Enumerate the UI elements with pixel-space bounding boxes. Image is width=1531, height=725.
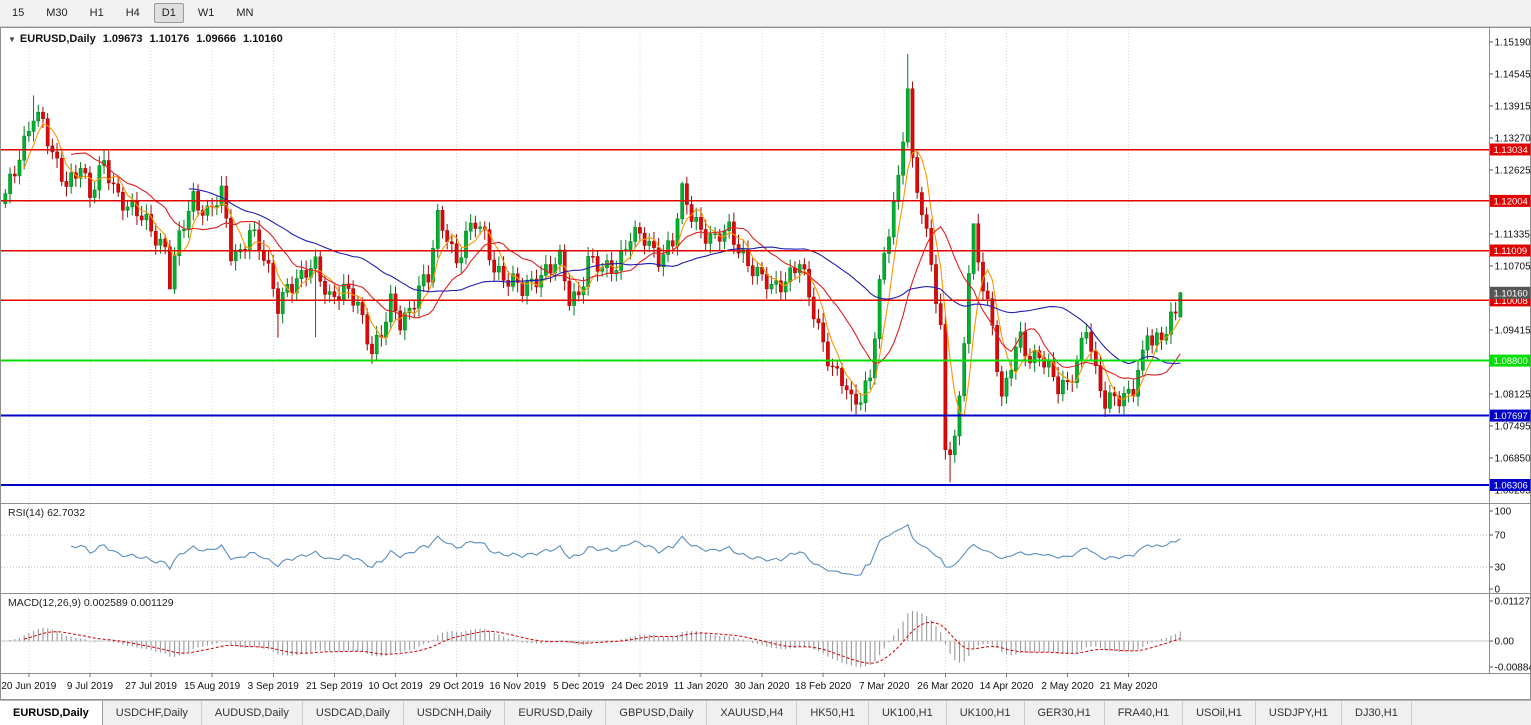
svg-text:18 Feb 2020: 18 Feb 2020: [795, 681, 852, 692]
svg-text:1.07697: 1.07697: [1494, 411, 1528, 422]
svg-text:-0.0088440: -0.0088440: [1495, 663, 1531, 674]
chart-tab-usdjpy-h1[interactable]: USDJPY,H1: [1256, 701, 1343, 725]
svg-text:1.06306: 1.06306: [1494, 480, 1528, 491]
price-level-label-1.12004: 1.12004: [1490, 194, 1531, 207]
candlestick-series: [3, 54, 1183, 483]
svg-text:1.11009: 1.11009: [1494, 246, 1528, 257]
svg-text:1.12625: 1.12625: [1495, 166, 1531, 177]
chart-tab-ger30-h1[interactable]: GER30,H1: [1025, 701, 1105, 725]
svg-text:26 Mar 2020: 26 Mar 2020: [917, 681, 974, 692]
price-level-label-1.08800: 1.08800: [1490, 354, 1531, 367]
price-level-label-1.06306: 1.06306: [1490, 479, 1531, 491]
svg-text:27 Jul 2019: 27 Jul 2019: [125, 681, 177, 692]
chart-ohlc-header: ▼ EURUSD,Daily 1.09673 1.10176 1.09666 1…: [8, 33, 290, 45]
svg-text:14 Apr 2020: 14 Apr 2020: [979, 681, 1033, 692]
svg-text:1.10008: 1.10008: [1494, 296, 1528, 307]
macd-indicator-label: MACD(12,26,9) 0.002589 0.001129: [8, 597, 174, 609]
svg-text:2 May 2020: 2 May 2020: [1041, 681, 1094, 692]
timeframe-button-m30[interactable]: M30: [46, 7, 68, 19]
chart-tab-eurusd-daily[interactable]: EURUSD,Daily: [0, 701, 103, 725]
chart-tab-fra40-h1[interactable]: FRA40,H1: [1105, 701, 1184, 725]
chart-tab-usdchf-daily[interactable]: USDCHF,Daily: [103, 701, 202, 725]
rsi-indicator-label: RSI(14) 62.7032: [8, 507, 86, 519]
svg-text:1.10705: 1.10705: [1495, 262, 1531, 273]
chart-tab-hk50-h1[interactable]: HK50,H1: [797, 701, 869, 725]
svg-text:1.13034: 1.13034: [1494, 145, 1528, 156]
ohlc-low-value: 1.09666: [196, 33, 237, 45]
timeframe-button-15[interactable]: 15: [12, 7, 25, 19]
timeframe-button-mn[interactable]: MN: [236, 7, 254, 19]
svg-text:9 Jul 2019: 9 Jul 2019: [67, 681, 114, 692]
collapse-chart-icon[interactable]: ▼: [8, 34, 16, 44]
macd-histogram: [9, 610, 1181, 668]
svg-text:10 Oct 2019: 10 Oct 2019: [368, 681, 423, 692]
chart-tab-usdcad-daily[interactable]: USDCAD,Daily: [303, 701, 404, 725]
chart-tab-usdcnh-daily[interactable]: USDCNH,Daily: [404, 701, 506, 725]
svg-text:21 May 2020: 21 May 2020: [1100, 681, 1158, 692]
ma-line-5: [23, 123, 1181, 418]
chart-tab-xauusd-h4[interactable]: XAUUSD,H4: [707, 701, 798, 725]
chart-tab-dj30-h1[interactable]: DJ30,H1: [1342, 701, 1412, 725]
svg-text:30 Jan 2020: 30 Jan 2020: [735, 681, 790, 692]
svg-text:7 Mar 2020: 7 Mar 2020: [859, 681, 910, 692]
chart-tab-eurusd-daily[interactable]: EURUSD,Daily: [505, 701, 607, 725]
chart-tab-gbpusd-daily[interactable]: GBPUSD,Daily: [606, 701, 708, 725]
ohlc-close-value: 1.10160: [243, 33, 283, 45]
svg-text:29 Oct 2019: 29 Oct 2019: [429, 681, 484, 692]
chart-symbol-period-label: EURUSD,Daily: [19, 33, 96, 45]
svg-text:1.06850: 1.06850: [1495, 454, 1531, 465]
svg-text:1.09415: 1.09415: [1495, 326, 1531, 337]
svg-text:100: 100: [1495, 507, 1512, 518]
svg-text:1.08800: 1.08800: [1494, 356, 1528, 367]
timeframe-button-h1[interactable]: H1: [89, 7, 104, 19]
ohlc-high-value: 1.10176: [149, 33, 190, 45]
svg-text:0.00: 0.00: [1495, 637, 1515, 648]
ma-line-15: [70, 152, 1181, 380]
chart-canvas[interactable]: 1.151901.145451.139151.132701.126251.119…: [0, 0, 1531, 700]
timeframe-button-d1[interactable]: D1: [153, 3, 184, 23]
svg-text:1.12004: 1.12004: [1494, 196, 1528, 207]
svg-text:21 Sep 2019: 21 Sep 2019: [306, 681, 363, 692]
horizontal-level-lines: [1, 148, 1489, 486]
svg-text:3 Sep 2019: 3 Sep 2019: [248, 681, 300, 692]
svg-text:1.07495: 1.07495: [1495, 422, 1531, 433]
svg-text:1.08125: 1.08125: [1495, 390, 1531, 401]
svg-text:15 Aug 2019: 15 Aug 2019: [184, 681, 241, 692]
ma-line-40: [188, 188, 1181, 365]
price-level-label-1.13034: 1.13034: [1490, 143, 1531, 156]
price-level-label-1.07697: 1.07697: [1490, 409, 1531, 422]
timeframe-button-w1[interactable]: W1: [197, 7, 215, 19]
chart-tab-uk100-h1[interactable]: UK100,H1: [947, 701, 1025, 725]
chart-tab-audusd-daily[interactable]: AUDUSD,Daily: [202, 701, 303, 725]
svg-text:11 Jan 2020: 11 Jan 2020: [674, 681, 729, 692]
rsi-line: [70, 523, 1181, 577]
svg-text:0: 0: [1495, 585, 1501, 596]
svg-text:1.13270: 1.13270: [1495, 134, 1531, 145]
svg-text:0.0112770: 0.0112770: [1495, 597, 1531, 608]
timeframe-toolbar: 15 M30 H1 H4 D1 W1 MN: [0, 0, 1531, 27]
chart-tab-usoil-h1[interactable]: USOil,H1: [1183, 701, 1256, 725]
svg-text:1.15190: 1.15190: [1495, 38, 1531, 49]
svg-text:1.10160: 1.10160: [1494, 288, 1528, 299]
timeframe-button-h4[interactable]: H4: [125, 7, 140, 19]
chart-background[interactable]: [0, 27, 1531, 700]
macd-signal-line: [24, 621, 1181, 664]
current-price-label: 1.10160: [1490, 286, 1531, 299]
chart-tab-uk100-h1[interactable]: UK100,H1: [869, 701, 947, 725]
price-level-label-1.11009: 1.11009: [1490, 244, 1531, 257]
svg-text:5 Dec 2019: 5 Dec 2019: [553, 681, 605, 692]
date-axis: 20 Jun 2019 9 Jul 2019 27 Jul 2019 15 Aug 2…: [1, 673, 1158, 692]
svg-text:24 Dec 2019: 24 Dec 2019: [611, 681, 668, 692]
svg-text:70: 70: [1495, 531, 1507, 542]
svg-text:20 Jun 2019: 20 Jun 2019: [1, 681, 56, 692]
chart-tab-bar: EURUSD,Daily USDCHF,Daily AUDUSD,Daily USDC…: [0, 700, 1531, 725]
svg-text:1.11335: 1.11335: [1495, 230, 1531, 241]
ohlc-open-value: 1.09673: [102, 33, 143, 45]
svg-text:16 Nov 2019: 16 Nov 2019: [489, 681, 546, 692]
svg-text:1.14545: 1.14545: [1495, 70, 1531, 81]
svg-text:1.13915: 1.13915: [1495, 102, 1531, 113]
svg-text:30: 30: [1495, 563, 1507, 574]
